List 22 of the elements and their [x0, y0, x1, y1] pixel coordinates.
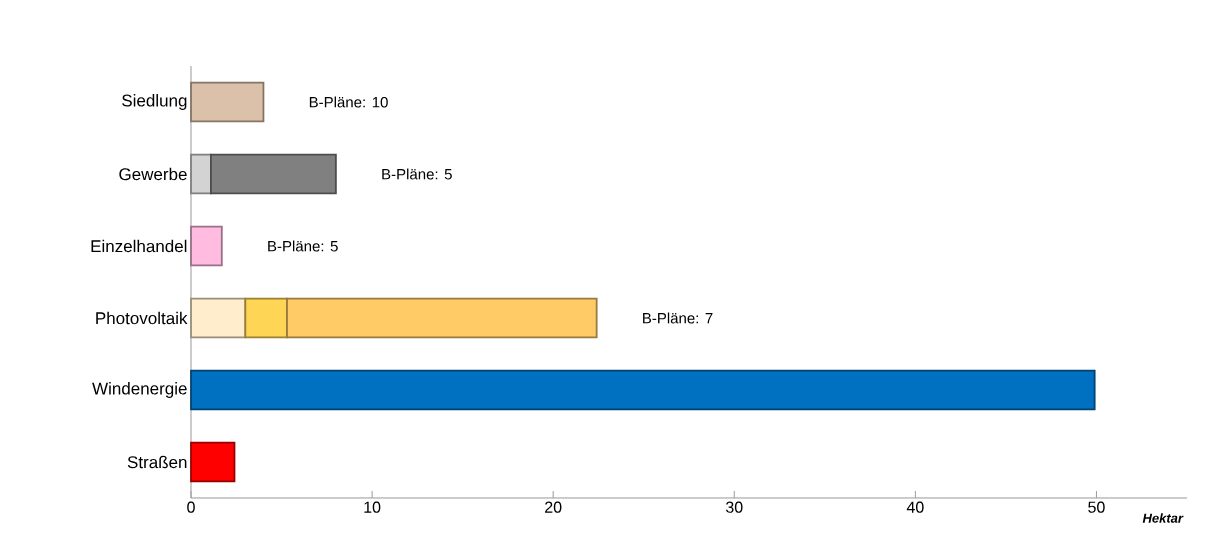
- x-tick-label: 0: [187, 501, 195, 513]
- y-tick-label: Einzelhandel: [91, 239, 187, 253]
- annotation: B-Pläne: 7: [643, 312, 713, 324]
- bar: [190, 369, 1096, 411]
- y-tick-label: Photovoltaik: [96, 311, 188, 325]
- x-tick-label: 10: [364, 501, 381, 513]
- x-tick-label: 30: [725, 501, 743, 513]
- bar: [190, 441, 236, 483]
- annotation: B-Pläne: 5: [268, 240, 338, 252]
- x-tick-label: 20: [545, 501, 562, 513]
- x-tick-label: 50: [1088, 501, 1105, 513]
- x-axis-title: Hektar: [1142, 513, 1184, 523]
- x-tick-label: 40: [906, 501, 924, 513]
- bar: [190, 297, 247, 339]
- annotation: B-Pläne: 10: [309, 96, 388, 108]
- annotation: B-Pläne: 5: [382, 168, 452, 180]
- y-tick-label: Siedlung: [122, 94, 187, 110]
- y-tick-label: Windenergie: [92, 382, 187, 398]
- bar: [190, 225, 223, 267]
- y-tick-label: Straßen: [127, 455, 187, 469]
- bar: [190, 81, 265, 123]
- y-tick-label: Gewerbe: [119, 167, 187, 181]
